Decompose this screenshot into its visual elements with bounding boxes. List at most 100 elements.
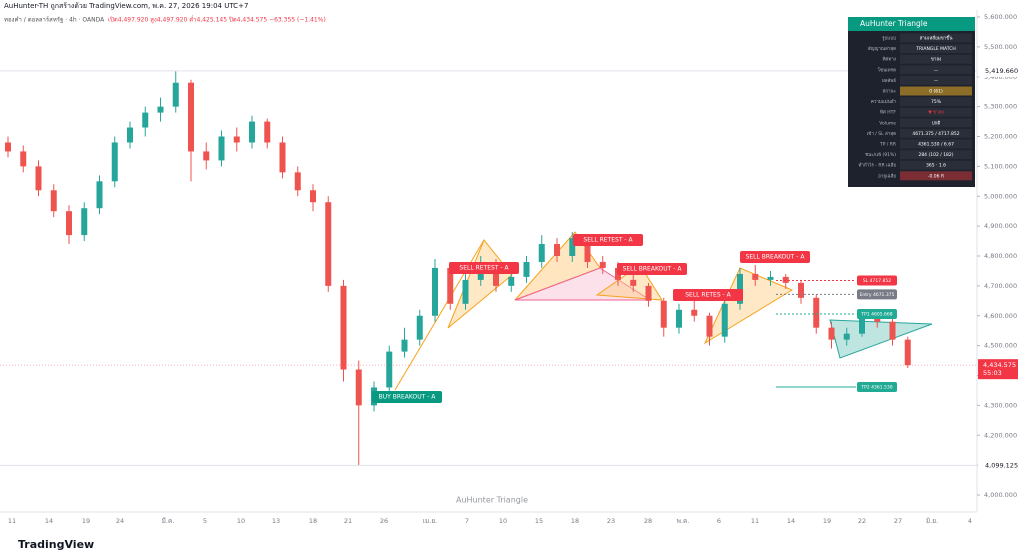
panel-cell (900, 86, 972, 96)
candle-body (660, 300, 667, 328)
panel-key: อายุเฉลี่ย (878, 172, 896, 179)
candle-body (35, 166, 42, 191)
candle-body (645, 285, 652, 301)
y-tick-label: 4,700.000 (984, 282, 1017, 290)
y-tick-label: 4,200.000 (984, 431, 1017, 439)
panel-value: -0.06 R (928, 173, 944, 179)
signal-label: SELL BREAKOUT - A (623, 266, 683, 273)
candle-body (264, 121, 271, 143)
symbol: ทองคำ / ดอลลาร์สหรัฐ · 4h · OANDA (4, 16, 105, 24)
candle-body (584, 238, 591, 262)
x-tick-label: 5 (203, 517, 207, 525)
panel-cell (900, 54, 972, 64)
x-tick-label: 24 (116, 517, 124, 525)
last-price-label: 4,434.575 (983, 361, 1016, 369)
candle-body (828, 327, 835, 340)
panel-value: TRIANGLE MATCH (915, 46, 956, 52)
candle-body (249, 121, 255, 143)
level-label: Entry 4671.375 (860, 292, 895, 298)
candle-body (203, 151, 210, 161)
candle-body (355, 369, 362, 406)
panel-header (848, 17, 975, 31)
panel-value: 0 (61) (929, 89, 943, 95)
candle-body (569, 238, 576, 256)
level-tag (857, 309, 897, 320)
x-tick-label: 18 (571, 517, 579, 525)
signal: SELL BREAKOUT - A (617, 263, 687, 275)
panel-cell (900, 65, 972, 75)
signal-label: SELL RETEST - A (459, 265, 509, 272)
panel-key: โซนเทรด (878, 66, 896, 73)
panel-key: ความแม่นยำ (871, 98, 897, 105)
candle-body (279, 142, 286, 173)
x-tick-label: 14 (45, 517, 53, 525)
pattern (514, 267, 652, 301)
candle-body (599, 261, 606, 268)
panel-value: ▼ ขาลง (928, 111, 943, 116)
x-tick-label: มิ.ย. (926, 517, 938, 525)
signal-label: SELL BREAKOUT - A (746, 254, 806, 261)
panel-key: เข้า / SL ล่าสุด (867, 131, 896, 137)
signal-box (573, 234, 643, 246)
candle-body (447, 267, 454, 304)
price-label: 4,099.125 (985, 461, 1018, 469)
candle-body (20, 151, 27, 167)
credit: AuHunter-TH ถูกสร้างด้วย TradingView.com… (4, 2, 248, 10)
pattern (829, 319, 933, 359)
y-tick-label: 5,300.000 (984, 103, 1017, 111)
signal-box (449, 262, 519, 274)
panel-key: TP / RR (879, 142, 896, 148)
x-tick-label: มี.ค. (162, 517, 175, 525)
panel-key: ผลลัพธ์ (882, 77, 896, 84)
panel-cell (900, 128, 972, 138)
x-tick-label: 18 (309, 517, 317, 525)
panel-value: ปกติ (932, 120, 941, 126)
candle-body (325, 202, 332, 286)
y-tick-label: 4,600.000 (984, 312, 1017, 320)
price-tag (978, 64, 1024, 77)
candle-body (782, 276, 789, 283)
panel-key: สถานะ (883, 89, 897, 95)
panel-key: ทิศ HTF (880, 110, 896, 116)
candle-body (157, 106, 164, 113)
level-label: SL 4717.852 (863, 278, 891, 284)
candle-body (233, 136, 240, 143)
y-tick-label: 4,900.000 (984, 222, 1017, 230)
candle-body (111, 142, 118, 182)
y-tick-label: 4,800.000 (984, 252, 1017, 260)
panel-cell (900, 118, 972, 128)
candle-body (218, 136, 225, 161)
panel-cell (900, 139, 972, 149)
candle-body (142, 112, 149, 128)
panel-value: — (934, 79, 939, 84)
candle-body (127, 127, 133, 143)
panel-cell (900, 160, 972, 170)
signal: SELL RETEST - A (449, 262, 519, 274)
x-tick-label: 26 (380, 517, 388, 525)
candle-body (752, 273, 759, 280)
candle-body (172, 82, 179, 107)
x-tick-label: 7 (465, 517, 469, 525)
panel-cell (900, 75, 972, 85)
candle-body (386, 351, 393, 388)
x-tick-label: 27 (894, 517, 902, 525)
candle-body (294, 172, 301, 191)
x-tick-label: 23 (607, 517, 615, 525)
panel-value: 75% (931, 99, 942, 105)
panel-value: ขาลง (931, 58, 942, 63)
signal-label: BUY BREAKOUT - A (379, 394, 437, 401)
y-tick-label: 5,600.000 (984, 13, 1017, 21)
level-label: TP2 4361.530 (860, 384, 892, 390)
panel-value: สามเหลี่ยมขาขึ้น (920, 35, 953, 42)
level-label: TP1 4605.668 (860, 312, 892, 318)
signal: SELL RETEST - A (573, 234, 643, 246)
candle-body (96, 181, 103, 209)
candle-body (340, 285, 347, 370)
candle-body (798, 282, 804, 298)
price-tag (978, 459, 1024, 472)
level-tag (857, 275, 897, 286)
signal-label: SELL RETES - A (685, 292, 731, 299)
countdown: 55:03 (983, 369, 1002, 377)
candle-body (508, 276, 515, 286)
y-tick-label: 5,200.000 (984, 133, 1017, 141)
